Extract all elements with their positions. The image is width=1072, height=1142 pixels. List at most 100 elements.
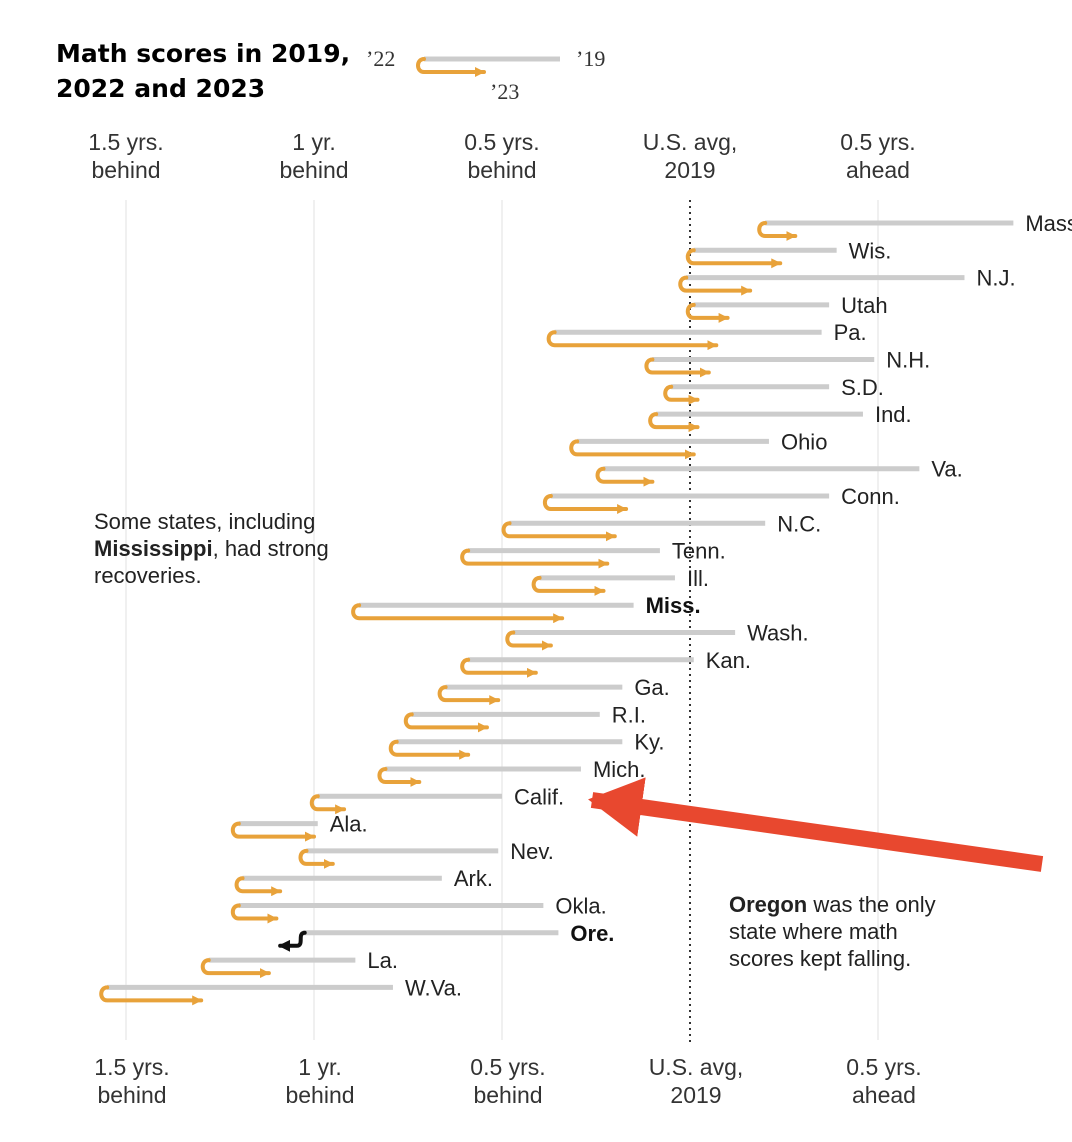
- row-ill: Ill.: [531, 566, 709, 596]
- change-arrow-pa: [546, 330, 719, 351]
- row-mich: Mich.: [377, 757, 646, 787]
- row-ind: Ind.: [648, 402, 912, 433]
- row-w-va: W.Va.: [99, 975, 462, 1006]
- bottom-axis-tick-u-s-avg-2019-line1: U.S. avg,: [649, 1054, 744, 1080]
- row-conn: Conn.: [542, 484, 900, 514]
- row-ohio: Ohio: [569, 429, 827, 460]
- change-arrow-ill: [531, 575, 606, 596]
- label-ohio: Ohio: [781, 429, 827, 454]
- change-arrow-okla: [230, 903, 279, 924]
- change-arrow-nev: [298, 848, 335, 869]
- row-ga: Ga.: [437, 675, 670, 706]
- change-arrow-va: [595, 466, 655, 487]
- bottom-axis-tick-0-5-yrs-behind-line2: behind: [473, 1082, 542, 1108]
- decline-arrow-ore: [278, 930, 307, 952]
- bottom-axis-tick-0-5-yrs-ahead-line2: ahead: [852, 1082, 916, 1108]
- row-ky: Ky.: [388, 730, 664, 760]
- label-tenn: Tenn.: [672, 539, 726, 564]
- legend-label-2023: ’23: [490, 79, 519, 104]
- change-arrow-n-j: [678, 275, 753, 296]
- mississippi-note-line2: Mississippi, had strong: [94, 536, 329, 561]
- change-arrow-calif: [309, 794, 347, 815]
- label-nev: Nev.: [510, 839, 554, 864]
- label-miss: Miss.: [646, 593, 701, 618]
- row-s-d: S.D.: [663, 375, 884, 405]
- label-r-i: R.I.: [612, 702, 646, 727]
- change-arrow-ind: [648, 412, 700, 433]
- label-mass: Mass.: [1025, 211, 1072, 236]
- legend-change-arrow: [416, 57, 486, 77]
- change-arrow-conn: [542, 494, 629, 514]
- label-wis: Wis.: [849, 238, 892, 263]
- row-kan: Kan.: [460, 648, 751, 678]
- legend-label-2022: ’22: [366, 46, 395, 71]
- label-calif: Calif.: [514, 784, 564, 809]
- change-arrow-n-h: [644, 357, 711, 378]
- change-arrow-n-c: [501, 521, 617, 542]
- mississippi-note-line1: Some states, including: [94, 509, 315, 534]
- row-n-h: N.H.: [644, 348, 930, 378]
- label-ky: Ky.: [634, 730, 664, 755]
- mississippi-note-bold: Mississippi: [94, 536, 213, 561]
- row-r-i: R.I.: [403, 702, 646, 733]
- top-axis-tick-0-5-yrs-behind-line2: behind: [467, 157, 536, 183]
- top-axis-tick-0-5-yrs-ahead-line1: 0.5 yrs.: [840, 129, 915, 155]
- change-arrow-s-d: [663, 384, 700, 405]
- change-arrow-kan: [460, 657, 538, 678]
- label-s-d: S.D.: [841, 375, 884, 400]
- top-axis-tick-1-5-yrs-behind-line1: 1.5 yrs.: [88, 129, 163, 155]
- change-arrow-ark: [234, 876, 283, 897]
- oregon-note-line2: state where math: [729, 919, 898, 944]
- label-la: La.: [367, 948, 398, 973]
- label-wash: Wash.: [747, 621, 809, 646]
- bottom-axis-tick-0-5-yrs-behind-line1: 0.5 yrs.: [470, 1054, 545, 1080]
- bottom-axis-tick-1-yr-behind-line2: behind: [285, 1082, 354, 1108]
- label-n-c: N.C.: [777, 511, 821, 536]
- label-va: Va.: [931, 457, 962, 482]
- row-mass: Mass.: [757, 211, 1072, 241]
- change-arrow-r-i: [403, 712, 489, 733]
- row-pa: Pa.: [546, 320, 867, 351]
- label-n-j: N.J.: [976, 266, 1015, 291]
- label-okla: Okla.: [555, 894, 606, 919]
- change-arrow-wis: [685, 248, 783, 269]
- mississippi-note-line3: recoveries.: [94, 563, 202, 588]
- chart-title-line1: Math scores in 2019,: [56, 39, 350, 68]
- change-arrow-tenn: [460, 548, 610, 569]
- top-axis-tick-0-5-yrs-ahead-line2: ahead: [846, 157, 910, 183]
- row-wis: Wis.: [685, 238, 892, 269]
- top-axis-tick-u-s-avg-2019-line1: U.S. avg,: [643, 129, 738, 155]
- oregon-note-rest: was the only: [807, 892, 935, 917]
- bottom-axis-tick-1-5-yrs-behind-line1: 1.5 yrs.: [94, 1054, 169, 1080]
- change-arrow-ky: [388, 739, 471, 760]
- change-arrow-miss: [351, 603, 565, 624]
- california-callout-arrow: [588, 777, 1044, 872]
- bottom-axis-tick-1-5-yrs-behind-line2: behind: [97, 1082, 166, 1108]
- top-axis-tick-u-s-avg-2019-line2: 2019: [664, 157, 715, 183]
- label-utah: Utah: [841, 293, 887, 318]
- oregon-note-line3: scores kept falling.: [729, 946, 911, 971]
- mississippi-note-rest: , had strong: [213, 536, 329, 561]
- top-axis-tick-1-yr-behind-line1: 1 yr.: [292, 129, 335, 155]
- change-arrow-wash: [505, 630, 553, 651]
- change-arrow-ga: [437, 685, 501, 706]
- row-miss: Miss.: [351, 593, 701, 624]
- row-utah: Utah: [685, 293, 888, 323]
- legend-label-2019: ’19: [576, 46, 605, 71]
- oregon-note-bold: Oregon: [729, 892, 807, 917]
- label-mich: Mich.: [593, 757, 646, 782]
- chart-title-line2: 2022 and 2023: [56, 74, 265, 103]
- change-arrow-w-va: [99, 985, 204, 1006]
- label-ore: Ore.: [570, 921, 614, 946]
- top-axis-tick-0-5-yrs-behind-line1: 0.5 yrs.: [464, 129, 539, 155]
- top-axis-tick-1-yr-behind-line2: behind: [279, 157, 348, 183]
- label-pa: Pa.: [834, 320, 867, 345]
- row-calif: Calif.: [309, 784, 564, 815]
- label-ill: Ill.: [687, 566, 709, 591]
- bottom-axis-tick-0-5-yrs-ahead-line1: 0.5 yrs.: [846, 1054, 921, 1080]
- top-axis-tick-1-5-yrs-behind-line2: behind: [91, 157, 160, 183]
